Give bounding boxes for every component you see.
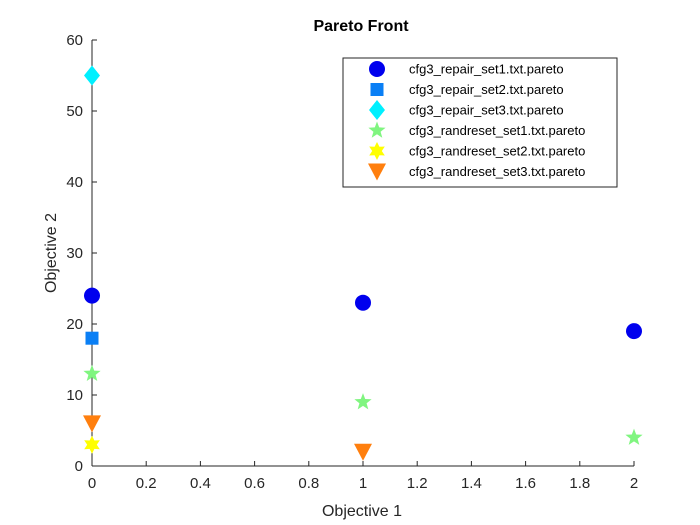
x-tick-label: 0.4 [190,475,211,492]
data-point-series-6 [83,415,101,433]
data-point-series-2 [85,331,99,345]
legend-entry-label: cfg3_repair_set3.txt.pareto [409,103,564,118]
y-tick-label: 30 [66,245,83,262]
x-tick-label: 0.8 [298,475,319,492]
data-point-series-4 [625,428,643,445]
y-tick-label: 10 [66,387,83,404]
data-point-series-1 [355,294,371,311]
legend-entry-label: cfg3_repair_set1.txt.pareto [409,62,564,77]
data-point-series-6 [354,443,372,461]
legend: cfg3_repair_set1.txt.pareto cfg3_repair_s… [342,57,618,188]
x-tick-label: 1.6 [515,475,536,492]
x-axis-title: Objective 1 [322,503,402,520]
data-point-series-4 [83,364,101,381]
legend-box [342,57,618,188]
y-axis-title: Objective 2 [43,213,60,293]
legend-marker-1 [369,61,385,77]
x-tick-label: 0.2 [136,475,157,492]
y-tick-label: 0 [75,458,83,475]
data-point-series-1 [626,323,642,340]
x-tick-label: 1.4 [461,475,482,492]
data-point-series-5 [84,435,100,454]
x-tick-label: 0 [88,475,96,492]
data-point-series-3 [84,65,100,86]
legend-marker-6 [368,163,386,181]
x-tick-label: 1 [359,475,367,492]
legend-entry-label: cfg3_randreset_set1.txt.pareto [409,123,585,138]
legend-marker-5 [369,142,385,160]
legend-entry-label: cfg3_randreset_set3.txt.pareto [409,164,585,179]
legend-marker-2 [370,83,384,96]
y-tick-label: 20 [66,316,83,333]
legend-marker-3 [369,100,385,120]
data-marks [83,65,643,461]
chart-title: Pareto Front [313,18,409,35]
data-point-series-1 [84,287,100,304]
y-tick-label: 50 [66,103,83,120]
data-point-series-4 [354,393,372,410]
y-tick-label: 40 [66,174,83,191]
legend-marker-4 [368,121,386,138]
x-tick-label: 1.8 [569,475,590,492]
legend-entry-label: cfg3_repair_set2.txt.pareto [409,82,564,97]
x-tick-label: 0.6 [244,475,265,492]
x-tick-label: 2 [630,475,638,492]
x-tick-label: 1.2 [407,475,428,492]
y-tick-label: 60 [66,32,83,49]
legend-entry-label: cfg3_randreset_set2.txt.pareto [409,144,585,159]
